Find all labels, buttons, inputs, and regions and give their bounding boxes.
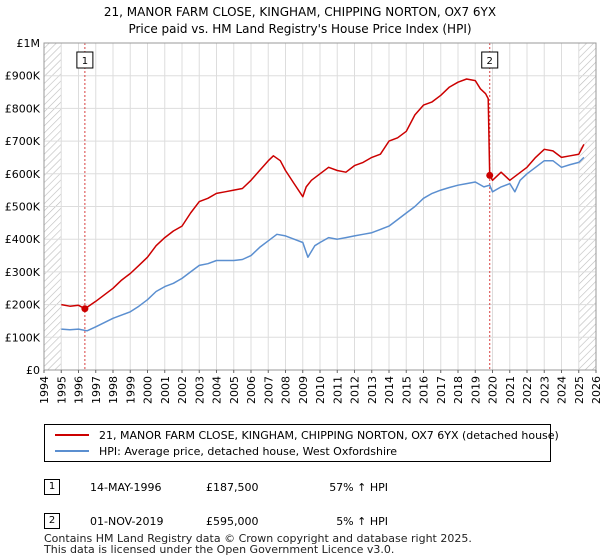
legend-item-property: 21, MANOR FARM CLOSE, KINGHAM, CHIPPING … — [55, 427, 559, 443]
x-tick-label: 2016 — [418, 376, 431, 404]
x-tick-label: 2005 — [228, 376, 241, 404]
y-tick-label: £0 — [26, 364, 40, 377]
x-tick-label: 2014 — [383, 376, 396, 404]
x-tick-label: 2021 — [504, 376, 517, 404]
x-tick-label: 1995 — [55, 376, 68, 404]
event-price: £595,000 — [206, 514, 259, 528]
x-tick-label: 2025 — [573, 376, 586, 404]
x-tick-label: 2023 — [538, 376, 551, 404]
x-tick-label: 2000 — [142, 376, 155, 404]
y-tick-label: £100K — [5, 331, 41, 344]
footer-copyright: Contains HM Land Registry data © Crown c… — [44, 532, 472, 545]
x-tick-label: 2011 — [331, 376, 344, 404]
sale-point — [81, 305, 89, 313]
x-tick-label: 2024 — [556, 376, 569, 404]
table-row: 2 01-NOV-2019 £595,000 5% ↑ HPI — [44, 504, 388, 538]
y-tick-label: £900K — [5, 70, 41, 83]
event-date: 01-NOV-2019 — [90, 514, 164, 528]
footer-licence: This data is licensed under the Open Gov… — [44, 543, 395, 556]
legend-item-hpi: HPI: Average price, detached house, West… — [55, 443, 397, 459]
x-tick-label: 2020 — [487, 376, 500, 404]
y-tick-label: £1M — [17, 37, 41, 50]
sale-point — [486, 171, 494, 179]
event-label-box — [481, 51, 499, 69]
legend-swatch-property — [55, 434, 89, 436]
chart-subtitle: Price paid vs. HM Land Registry's House … — [128, 22, 471, 36]
property-series-line — [61, 78, 585, 310]
x-tick-label: 2003 — [193, 376, 206, 404]
footer: Contains HM Land Registry data © Crown c… — [44, 533, 472, 555]
legend: 21, MANOR FARM CLOSE, KINGHAM, CHIPPING … — [44, 424, 559, 462]
x-tick-label: 1997 — [90, 376, 103, 404]
price-chart: 21, MANOR FARM CLOSE, KINGHAM, CHIPPING … — [5, 5, 600, 404]
x-tick-label: 1996 — [73, 376, 86, 404]
event-hpi-change: 57% ↑ HPI — [329, 480, 388, 494]
y-tick-label: £500K — [5, 201, 41, 214]
x-tick-label: 2015 — [400, 376, 413, 404]
legend-label-property: 21, MANOR FARM CLOSE, KINGHAM, CHIPPING … — [99, 428, 559, 442]
x-tick-label: 1999 — [124, 376, 137, 404]
y-tick-label: £200K — [5, 299, 41, 312]
event-hpi-change: 5% ↑ HPI — [336, 514, 388, 528]
x-tick-label: 2002 — [176, 376, 189, 404]
x-tick-label: 1998 — [107, 376, 120, 404]
legend-swatch-hpi — [55, 450, 89, 452]
x-tick-label: 2007 — [262, 376, 275, 404]
x-tick-label: 2009 — [297, 376, 310, 404]
event-label: 1 — [82, 56, 88, 67]
hpi-series-line — [61, 156, 585, 332]
event-label: 2 — [487, 56, 493, 67]
x-tick-label: 2022 — [521, 376, 534, 404]
x-tick-label: 2017 — [435, 376, 448, 404]
x-tick-label: 2010 — [314, 376, 327, 404]
x-tick-label: 2019 — [469, 376, 482, 404]
events-table: 1 14-MAY-1996 £187,500 57% ↑ HPI 2 01-NO… — [44, 470, 388, 538]
y-tick-label: £600K — [5, 168, 41, 181]
event-price: £187,500 — [206, 480, 259, 494]
x-tick-label: 2018 — [452, 376, 465, 404]
legend-label-hpi: HPI: Average price, detached house, West… — [99, 444, 398, 458]
y-tick-label: £800K — [5, 102, 41, 115]
x-tick-label: 1994 — [38, 376, 51, 404]
x-tick-label: 2004 — [211, 376, 224, 404]
y-tick-label: £300K — [5, 266, 41, 279]
event-number: 1 — [44, 479, 60, 495]
x-tick-label: 2006 — [245, 376, 258, 404]
event-date: 14-MAY-1996 — [90, 480, 162, 494]
y-tick-label: £400K — [5, 233, 41, 246]
event-label-box — [76, 51, 94, 69]
table-row: 1 14-MAY-1996 £187,500 57% ↑ HPI — [44, 470, 388, 504]
x-tick-label: 2026 — [590, 376, 600, 404]
x-tick-label: 2013 — [366, 376, 379, 404]
event-number: 2 — [44, 513, 60, 529]
x-tick-label: 2008 — [280, 376, 293, 404]
y-tick-label: £700K — [5, 135, 41, 148]
x-tick-label: 2012 — [349, 376, 362, 404]
x-tick-label: 2001 — [159, 376, 172, 404]
chart-title: 21, MANOR FARM CLOSE, KINGHAM, CHIPPING … — [104, 5, 496, 19]
